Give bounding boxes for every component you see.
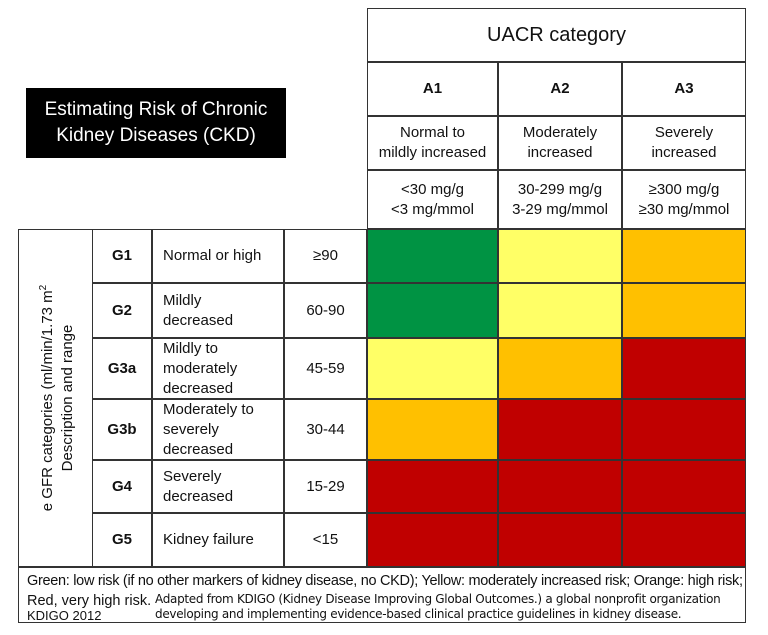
heatmap-cell-g2-a3	[622, 283, 746, 338]
heatmap-cell-g5-a1	[367, 513, 498, 567]
egfr-label-sup: 2	[37, 284, 49, 291]
heatmap-cell-g3b-a1	[367, 399, 498, 460]
uacr-description: Moderately increased	[498, 116, 622, 170]
uacr-header: UACR category	[367, 8, 746, 62]
heatmap-cell-g4-a2	[498, 460, 622, 513]
uacr-code-a3: A3	[622, 62, 746, 116]
gfr-range: ≥90	[284, 229, 367, 283]
chart-title: Estimating Risk of Chronic Kidney Disease…	[26, 88, 286, 158]
description-line: increased	[651, 144, 717, 161]
gfr-code-g2: G2	[92, 283, 152, 338]
heatmap-cell-g1-a3	[622, 229, 746, 283]
description-line: Normal to	[399, 124, 466, 141]
note-line1: Adapted from KDIGO (Kidney Disease Impro…	[155, 592, 721, 606]
description-line: increased	[527, 144, 593, 161]
uacr-code-a1: A1	[367, 62, 498, 116]
gfr-range: 60-90	[284, 283, 367, 338]
gfr-range: 15-29	[284, 460, 367, 513]
heatmap-cell-g1-a2	[498, 229, 622, 283]
gfr-description: Normal or high	[152, 229, 284, 283]
heatmap-cell-g3a-a3	[622, 338, 746, 399]
egfr-axis-label: e GFR categories (ml/min/1.73 m2 Descrip…	[18, 229, 93, 567]
gfr-range: 30-44	[284, 399, 367, 460]
gfr-description: Severely decreased	[152, 460, 284, 513]
gfr-range: 45-59	[284, 338, 367, 399]
legend-line1: Green: low risk (if no other markers of …	[27, 573, 743, 589]
uacr-code-a2: A2	[498, 62, 622, 116]
gfr-code-g1: G1	[92, 229, 152, 283]
range-line: <30 mg/g	[401, 180, 464, 198]
uacr-range: <30 mg/g <3 mg/mmol	[367, 170, 498, 229]
gfr-code-g4: G4	[92, 460, 152, 513]
gfr-description: Kidney failure	[152, 513, 284, 567]
description-line: Moderately	[522, 124, 598, 141]
range-line: ≥300 mg/g	[648, 180, 720, 198]
heatmap-cell-g4-a1	[367, 460, 498, 513]
range-line: 30-299 mg/g	[517, 180, 603, 198]
heatmap-cell-g2-a2	[498, 283, 622, 338]
range-line: <3 mg/mmol	[391, 200, 474, 218]
range-line: 3-29 mg/mmol	[512, 200, 608, 218]
uacr-range: 30-299 mg/g 3-29 mg/mmol	[498, 170, 622, 229]
description-line: Severely	[654, 124, 714, 141]
note-line2: developing and implementing evidence-bas…	[155, 607, 682, 621]
heatmap-cell-g2-a1	[367, 283, 498, 338]
heatmap-cell-g5-a3	[622, 513, 746, 567]
egfr-label-line1: e GFR categories (ml/min/1.73 m	[38, 290, 56, 512]
legend-line2: Red, very high risk.	[27, 593, 152, 609]
gfr-range: <15	[284, 513, 367, 567]
title-line: Estimating Risk of Chronic	[44, 99, 268, 120]
egfr-label-line2: Description and range	[58, 324, 76, 472]
heatmap-cell-g3a-a1	[367, 338, 498, 399]
heatmap-cell-g3b-a2	[498, 399, 622, 460]
gfr-code-g5: G5	[92, 513, 152, 567]
range-line: ≥30 mg/mmol	[638, 200, 730, 218]
heatmap-cell-g5-a2	[498, 513, 622, 567]
description-line: mildly increased	[378, 144, 487, 161]
gfr-description: Mildly decreased	[152, 283, 284, 338]
source: KDIGO 2012	[27, 608, 102, 623]
heatmap-cell-g1-a1	[367, 229, 498, 283]
gfr-code-g3b: G3b	[92, 399, 152, 460]
uacr-description: Normal to mildly increased	[367, 116, 498, 170]
heatmap-cell-g3b-a3	[622, 399, 746, 460]
uacr-range: ≥300 mg/g ≥30 mg/mmol	[622, 170, 746, 229]
gfr-description: Moderately to severely decreased	[152, 399, 284, 460]
gfr-code-g3a: G3a	[92, 338, 152, 399]
uacr-description: Severely increased	[622, 116, 746, 170]
heatmap-cell-g3a-a2	[498, 338, 622, 399]
heatmap-cell-g4-a3	[622, 460, 746, 513]
gfr-description: Mildly to moderately decreased	[152, 338, 284, 399]
footer: Green: low risk (if no other markers of …	[18, 567, 746, 623]
title-line: Kidney Diseases (CKD)	[56, 125, 256, 146]
